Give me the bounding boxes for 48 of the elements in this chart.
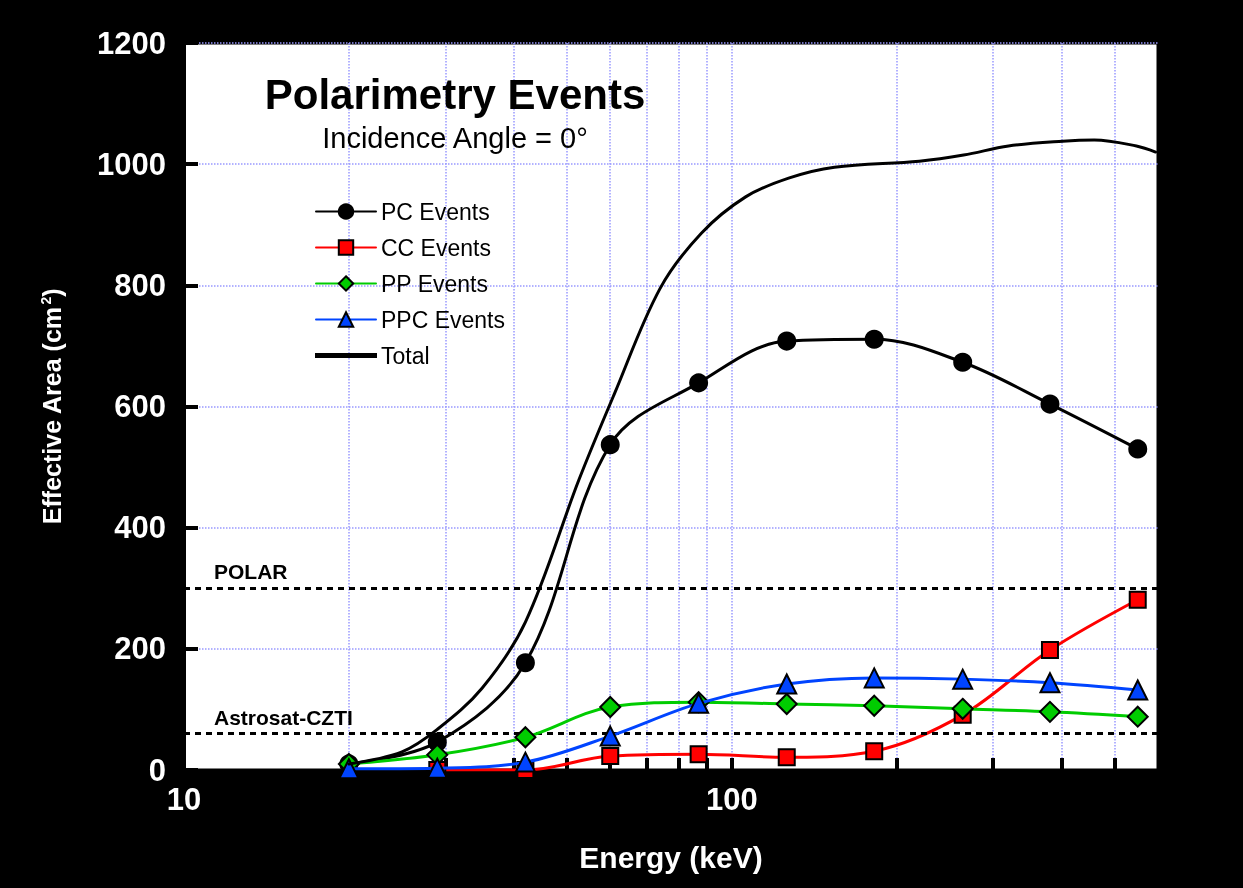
- y-tick-label: 0: [148, 752, 166, 788]
- point: [600, 435, 620, 455]
- legend-label: PPC Events: [381, 306, 505, 333]
- ref-line-label: Astrosat-CZTI: [214, 705, 353, 729]
- x-axis-title: Energy (keV): [579, 840, 763, 874]
- legend-label: PP Events: [381, 270, 488, 297]
- point: [1040, 394, 1060, 414]
- point: [865, 742, 884, 761]
- point: [1128, 439, 1148, 459]
- point: [599, 695, 622, 718]
- point: [1128, 590, 1147, 609]
- point: [515, 653, 535, 673]
- point: [689, 373, 709, 393]
- point: [952, 668, 974, 690]
- point: [863, 694, 886, 717]
- y-tick-label: 1200: [97, 25, 166, 61]
- x-tick-label: 100: [705, 782, 758, 817]
- x-tick-label: 10: [166, 782, 202, 817]
- point: [1127, 679, 1149, 701]
- point: [1040, 641, 1059, 660]
- point: [514, 751, 536, 773]
- point: [777, 748, 796, 767]
- ref-line-label: POLAR: [214, 560, 288, 584]
- point: [601, 747, 620, 766]
- point: [689, 745, 708, 764]
- point: [775, 692, 798, 715]
- point: [864, 329, 884, 349]
- point: [777, 331, 797, 351]
- text: Incidence Angle = 0°: [322, 121, 588, 154]
- y-tick-label: 200: [114, 631, 166, 667]
- y-tick-label: 400: [114, 510, 166, 546]
- point: [776, 673, 798, 695]
- point: [1126, 705, 1149, 728]
- point: [1038, 700, 1061, 723]
- y-tick-label: 600: [114, 389, 166, 424]
- point: [1039, 672, 1061, 694]
- legend-label: CC Events: [381, 234, 491, 261]
- point: [863, 667, 885, 689]
- y-tick-label: 1000: [97, 146, 166, 182]
- point: [514, 726, 537, 749]
- text: Polarimetry Events: [264, 70, 646, 118]
- legend-label: Total: [381, 342, 430, 369]
- point: [953, 352, 973, 372]
- point: [338, 758, 360, 780]
- y-tick-label: 800: [114, 267, 166, 303]
- legend-label: PC Events: [381, 198, 490, 225]
- point: [951, 697, 974, 720]
- point: [599, 725, 621, 747]
